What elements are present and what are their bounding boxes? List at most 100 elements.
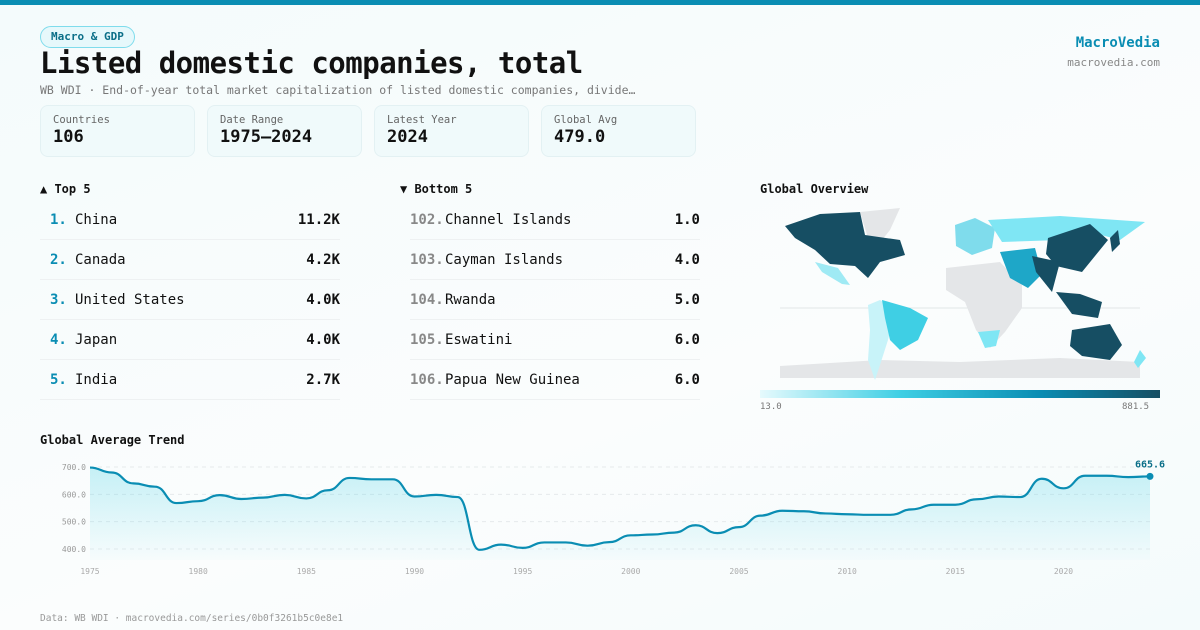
world-choropleth-map[interactable] [760, 200, 1160, 385]
y-tick-label: 400.0 [62, 545, 86, 554]
country-name: Rwanda [445, 291, 496, 308]
country-name: Canada [75, 251, 126, 268]
list-item[interactable]: 3. United States 4.0K [40, 280, 340, 320]
x-tick-label: 1985 [297, 567, 316, 576]
rank: 103. [410, 251, 444, 268]
region-mexico[interactable] [815, 262, 850, 285]
y-tick-label: 600.0 [62, 490, 86, 499]
stat-value: 2024 [387, 127, 428, 147]
bottom-5-list: 102. Channel Islands 1.0 103. Cayman Island… [410, 200, 700, 400]
footer-source: Data: WB WDI · macrovedia.com/series/0b0… [40, 613, 344, 624]
country-value: 4.0 [674, 251, 700, 268]
last-point-marker [1146, 472, 1154, 480]
x-tick-label: 2005 [729, 567, 748, 576]
stat-label: Latest Year [387, 114, 457, 126]
x-tick-label: 2000 [621, 567, 640, 576]
category-badge[interactable]: Macro & GDP [40, 26, 135, 48]
global-average-trend-chart: 400.0 500.0 600.0 700.0 1975 1980 1985 1990 1995… [62, 459, 1165, 576]
x-tick-label: 1980 [189, 567, 208, 576]
country-name: Cayman Islands [445, 251, 564, 268]
rank: 105. [410, 331, 444, 348]
x-tick-label: 2010 [838, 567, 857, 576]
x-tick-label: 1990 [405, 567, 424, 576]
region-southeast-asia[interactable] [1056, 292, 1102, 318]
country-value: 6.0 [674, 371, 700, 388]
country-name: India [75, 371, 118, 388]
page-subtitle: WB WDI · End-of-year total market capita… [40, 83, 636, 97]
rank: 2. [50, 251, 67, 268]
stat-value: 479.0 [554, 127, 606, 147]
region-japan[interactable] [1110, 230, 1120, 252]
color-scale-max: 881.5 [1122, 402, 1150, 412]
country-value: 5.0 [674, 291, 700, 308]
region-china[interactable] [1046, 224, 1108, 272]
top-accent-bar [0, 0, 1200, 5]
x-tick-label: 2015 [946, 567, 965, 576]
x-tick-label: 2020 [1054, 567, 1073, 576]
list-item[interactable]: 1. China 11.2K [40, 200, 340, 240]
list-item[interactable]: 103. Cayman Islands 4.0 [410, 240, 700, 280]
top-5-list: 1. China 11.2K 2. Canada 4.2K 3. United State… [40, 200, 340, 400]
rank: 104. [410, 291, 444, 308]
country-value: 11.2K [297, 211, 340, 228]
y-tick-label: 500.0 [62, 518, 86, 527]
rank: 106. [410, 371, 444, 388]
country-name: Channel Islands [445, 211, 572, 228]
list-item[interactable]: 4. Japan 4.0K [40, 320, 340, 360]
map-heading: Global Overview [760, 182, 869, 196]
stat-countries: Countries 106 [40, 105, 195, 157]
list-item[interactable]: 105. Eswatini 6.0 [410, 320, 700, 360]
color-scale-bar [760, 390, 1160, 398]
region-europe[interactable] [955, 218, 995, 255]
y-tick-label: 700.0 [62, 463, 86, 472]
stat-label: Date Range [220, 114, 284, 126]
list-item[interactable]: 102. Channel Islands 1.0 [410, 200, 700, 240]
stat-label: Global Avg [554, 114, 618, 126]
country-name: China [75, 211, 118, 228]
country-name: United States [75, 291, 185, 308]
country-value: 4.0K [306, 291, 340, 308]
brand-name[interactable]: MacroVedia [1075, 35, 1160, 51]
country-name: Japan [75, 331, 118, 348]
region-russia[interactable] [988, 216, 1145, 242]
list-item[interactable]: 5. India 2.7K [40, 360, 340, 400]
region-south-africa[interactable] [978, 330, 1000, 348]
trend-heading: Global Average Trend [40, 433, 185, 447]
trend-area [90, 467, 1150, 560]
country-name: Eswatini [445, 331, 513, 348]
country-name: Papua New Guinea [445, 371, 580, 388]
region-north-america[interactable] [785, 212, 905, 278]
rank: 5. [50, 371, 67, 388]
region-new-zealand[interactable] [1134, 350, 1146, 368]
color-scale-min: 13.0 [760, 402, 782, 412]
list-item[interactable]: 104. Rwanda 5.0 [410, 280, 700, 320]
stat-date-range: Date Range 1975–2024 [207, 105, 362, 157]
trend-line [89, 466, 1151, 551]
rank: 1. [50, 211, 67, 228]
stat-value: 106 [53, 127, 84, 147]
rank: 4. [50, 331, 67, 348]
x-tick-label: 1995 [513, 567, 532, 576]
stat-value: 1975–2024 [220, 127, 313, 147]
stat-label: Countries [53, 114, 110, 126]
x-tick-label: 1975 [80, 567, 99, 576]
region-africa[interactable] [946, 262, 1022, 348]
region-india[interactable] [1032, 256, 1060, 292]
stat-latest-year: Latest Year 2024 [374, 105, 529, 157]
region-brazil[interactable] [882, 300, 928, 350]
list-item[interactable]: 2. Canada 4.2K [40, 240, 340, 280]
region-middle-east[interactable] [1000, 248, 1042, 288]
brand-url[interactable]: macrovedia.com [1067, 56, 1160, 69]
region-antarctica[interactable] [780, 358, 1140, 378]
page-title: Listed domestic companies, total [40, 46, 583, 80]
country-value: 4.0K [306, 331, 340, 348]
rank: 102. [410, 211, 444, 228]
list-item[interactable]: 106. Papua New Guinea 6.0 [410, 360, 700, 400]
stat-global-avg: Global Avg 479.0 [541, 105, 696, 157]
country-value: 2.7K [306, 371, 340, 388]
country-value: 6.0 [674, 331, 700, 348]
top-5-heading: ▲ Top 5 [40, 182, 91, 196]
last-value-label: 665.6 [1135, 459, 1165, 470]
bottom-5-heading: ▼ Bottom 5 [400, 182, 473, 196]
region-australia[interactable] [1070, 324, 1122, 360]
